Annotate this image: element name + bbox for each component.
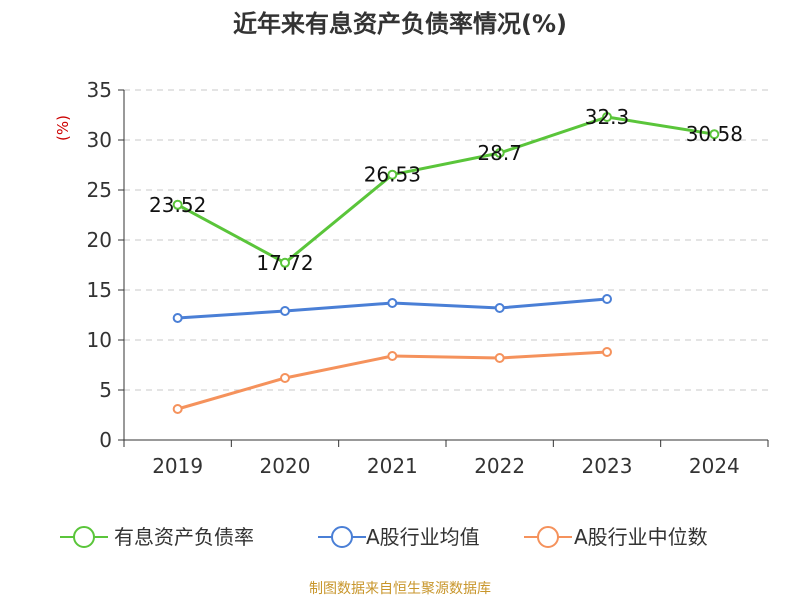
source-note: 制图数据来自恒生聚源数据库 (309, 581, 491, 597)
data-label: 32.3 (585, 105, 630, 129)
legend-marker-icon (331, 526, 353, 548)
data-point (280, 306, 290, 316)
y-tick-label: 25 (87, 178, 112, 202)
data-point (494, 303, 505, 313)
data-point (280, 373, 290, 383)
legend: 有息资产负债率 A股行业均值 A股行业中位数 (60, 525, 708, 549)
y-tick-label: 15 (87, 278, 112, 302)
data-point (602, 112, 612, 122)
x-tick-label: 2023 (582, 454, 633, 478)
data-point (387, 169, 398, 180)
legend-marker-icon (73, 526, 95, 548)
grid-lines (124, 89, 768, 391)
x-tick-label: 2019 (152, 454, 203, 478)
data-label: 23.52 (149, 193, 206, 217)
series-lines (172, 112, 720, 414)
y-tick-label: 30 (87, 128, 112, 152)
data-point (494, 353, 505, 363)
data-label: 26.53 (364, 163, 421, 187)
x-tick-label: 2024 (689, 454, 740, 478)
data-label: 17.72 (256, 251, 313, 275)
y-tick-label: 20 (87, 228, 112, 252)
y-tick-label: 0 (99, 428, 112, 452)
data-point (172, 199, 183, 210)
y-axis-label: (%) (54, 115, 72, 141)
data-point (494, 148, 505, 158)
y-tick-label: 35 (87, 78, 112, 102)
data-label: 28.7 (477, 141, 522, 165)
data-point (172, 313, 183, 323)
legend-label: A股行业均值 (366, 525, 480, 549)
x-tick-label: 2022 (474, 454, 525, 478)
data-point (602, 294, 612, 304)
legend-marker-icon (537, 526, 559, 548)
y-tick-label: 10 (87, 328, 112, 352)
x-tick-label: 2021 (367, 454, 418, 478)
data-point (172, 404, 183, 414)
data-point (280, 257, 290, 268)
data-point (387, 298, 398, 308)
axes: 0 5 10 15 20 25 30 35 2019 2020 2021 2022 2023 2024 (%… (54, 78, 769, 478)
data-point (387, 351, 398, 361)
data-label: 30.58 (686, 122, 743, 146)
chart-title: 近年来有息资产负债率情况(%) (233, 10, 567, 38)
x-tick-label: 2020 (260, 454, 311, 478)
data-labels: 23.52 17.72 26.53 28.7 32.3 30.58 (149, 105, 743, 275)
data-point (602, 347, 612, 357)
legend-label: 有息资产负债率 (114, 525, 254, 549)
data-point (709, 129, 720, 140)
y-tick-label: 5 (99, 378, 112, 402)
series-line (176, 115, 715, 265)
legend-label: A股行业中位数 (574, 525, 708, 549)
